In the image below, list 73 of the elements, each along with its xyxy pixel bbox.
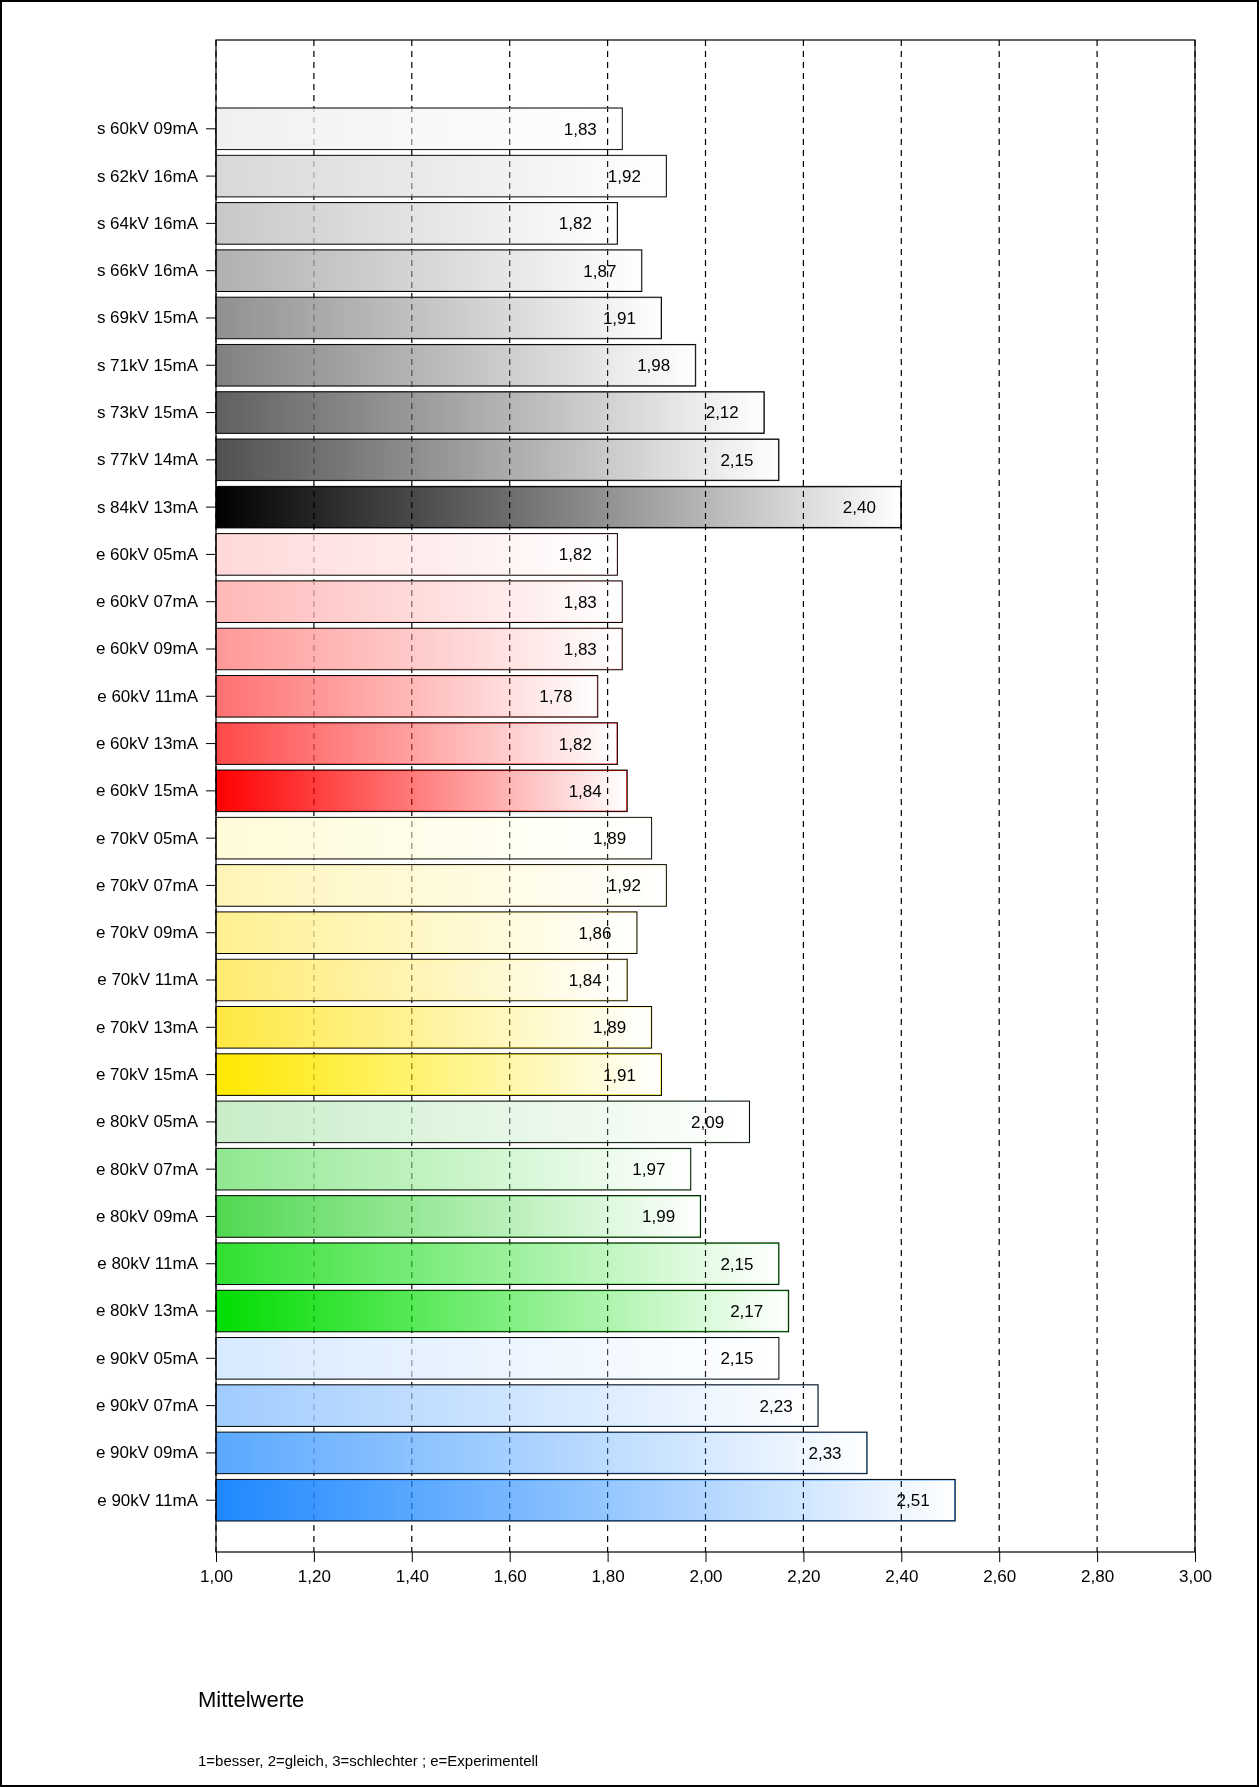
y-tick-label: s 62kV 16mA: [96, 166, 199, 186]
data-label: 1,97: [632, 1160, 666, 1180]
y-tick-label: e 90kV 09mA: [95, 1443, 199, 1463]
x-tick-label: 1,80: [591, 1567, 625, 1587]
data-label: 1,99: [642, 1207, 676, 1227]
y-tick-label: e 60kV 13mA: [95, 734, 199, 754]
data-label: 2,40: [842, 498, 876, 518]
y-tick-label: e 60kV 15mA: [95, 781, 199, 801]
data-label: 1,83: [563, 592, 597, 612]
data-label: 1,91: [602, 1065, 636, 1085]
y-tick-label: e 70kV 11mA: [97, 970, 199, 990]
y-tick-label: e 80kV 11mA: [97, 1254, 199, 1274]
data-label: 1,83: [563, 119, 597, 139]
data-label: 1,91: [602, 308, 636, 328]
y-tick-label: e 80kV 13mA: [95, 1301, 199, 1321]
data-label: 1,82: [558, 214, 592, 234]
y-tick-label: e 80kV 07mA: [95, 1159, 199, 1179]
x-tick-label: 3,00: [1178, 1567, 1213, 1587]
data-label: 1,89: [593, 1018, 627, 1038]
text: Mittelwerte: [198, 1687, 305, 1712]
data-label: 1,92: [607, 876, 641, 896]
y-tick-label: e 70kV 05mA: [95, 828, 199, 848]
y-tick-label: e 70kV 13mA: [95, 1017, 199, 1037]
text: 1=besser, 2=gleich, 3=schlechter ; e=Experimentell: [198, 1752, 539, 1769]
y-tick-label: e 80kV 09mA: [95, 1206, 199, 1226]
data-label: 1,92: [607, 167, 641, 187]
y-tick-label: e 90kV 07mA: [95, 1396, 199, 1416]
y-tick-label: e 90kV 11mA: [97, 1490, 199, 1510]
y-tick-label: e 70kV 15mA: [95, 1065, 199, 1085]
y-tick-label: s 64kV 16mA: [96, 213, 199, 233]
y-tick-label: s 60kV 09mA: [96, 119, 199, 139]
x-tick-label: 2,20: [787, 1567, 821, 1587]
data-label: 1,78: [539, 687, 573, 707]
y-tick-label: e 60kV 07mA: [95, 592, 199, 612]
x-tick-label: 1,40: [395, 1567, 429, 1587]
data-label: 1,82: [558, 734, 592, 754]
data-label: 1,98: [637, 356, 671, 376]
data-label: 1,89: [593, 829, 627, 849]
x-tick-label: 1,00: [199, 1567, 234, 1587]
y-tick-label: s 73kV 15mA: [96, 402, 199, 422]
y-tick-label: e 60kV 09mA: [95, 639, 199, 659]
y-tick-label: s 69kV 15mA: [96, 308, 199, 328]
data-label: 2,15: [720, 450, 754, 470]
y-tick-label: s 84kV 13mA: [96, 497, 199, 517]
data-label: 2,09: [691, 1112, 725, 1132]
data-label: 2,33: [808, 1443, 842, 1463]
data-label: 1,83: [563, 639, 597, 659]
y-tick-label: e 90kV 05mA: [95, 1348, 199, 1368]
y-tick-label: e 70kV 07mA: [95, 875, 199, 895]
data-label: 1,84: [568, 970, 602, 990]
data-label: 2,12: [705, 403, 739, 423]
data-label: 1,86: [578, 923, 612, 943]
data-label: 2,51: [896, 1491, 930, 1511]
data-label: 2,17: [730, 1301, 764, 1321]
data-label: 1,82: [558, 545, 592, 565]
y-tick-label: e 80kV 05mA: [95, 1112, 199, 1132]
y-tick-label: s 71kV 15mA: [96, 355, 199, 375]
x-tick-label: 1,60: [493, 1567, 527, 1587]
y-tick-label: s 77kV 14mA: [96, 450, 199, 470]
data-label: 1,84: [568, 781, 602, 801]
x-tick-label: 2,40: [885, 1567, 919, 1587]
data-label: 2,15: [720, 1349, 754, 1369]
y-tick-label: e 60kV 11mA: [97, 686, 199, 706]
y-tick-label: s 66kV 16mA: [96, 261, 199, 281]
x-tick-label: 2,00: [689, 1567, 723, 1587]
x-tick-label: 2,80: [1081, 1567, 1115, 1587]
data-label: 2,15: [720, 1254, 754, 1274]
y-tick-label: e 70kV 09mA: [95, 923, 199, 943]
x-tick-label: 2,60: [983, 1567, 1017, 1587]
data-label: 1,87: [583, 261, 617, 281]
y-tick-label: e 60kV 05mA: [95, 544, 199, 564]
data-label: 2,23: [759, 1396, 793, 1416]
x-tick-label: 1,20: [297, 1567, 331, 1587]
